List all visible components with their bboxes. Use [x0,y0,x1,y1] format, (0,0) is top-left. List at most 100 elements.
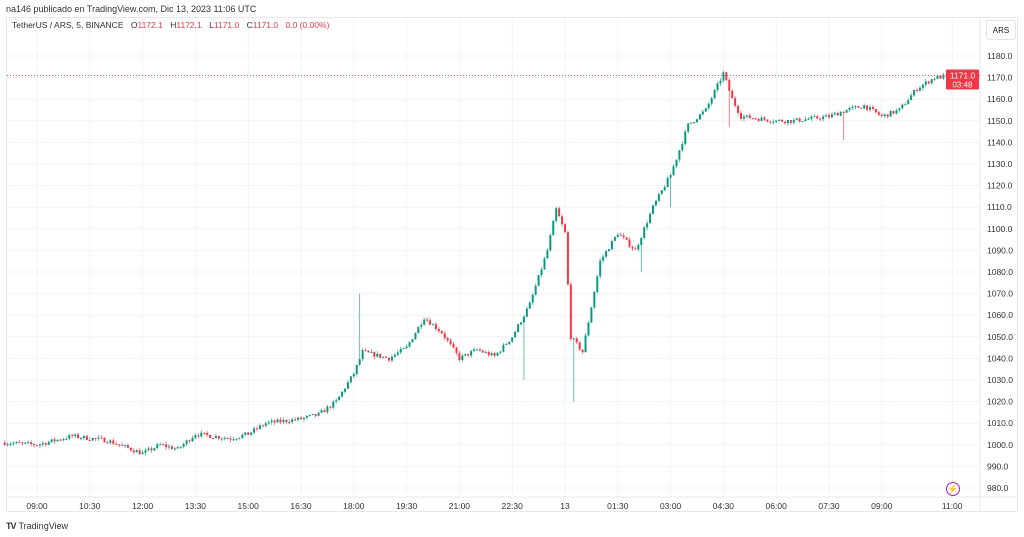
tradingview-logo: TV TradingView [6,521,68,531]
currency-button[interactable]: ARS [986,20,1016,40]
candle-up [317,412,320,416]
candle-up [505,344,508,346]
candle-down [94,438,97,440]
candle-up [555,208,558,221]
candle-up [349,376,352,383]
candle-up [176,447,179,449]
candle-up [194,435,197,438]
x-tick-label: 06:00 [766,501,788,511]
candle-up [672,166,675,175]
candle-up [291,419,294,423]
x-tick-label: 04:30 [713,501,735,511]
candle-up [895,110,898,114]
symbol-label: TetherUS / ARS, 5, BINANCE [12,20,124,30]
candle-up [704,108,707,112]
x-tick-label: 03:00 [660,501,682,511]
candle-down [300,417,302,420]
candle-up [147,448,150,451]
candle-down [294,419,297,421]
x-tick-label: 21:00 [449,501,471,511]
candle-down [634,248,637,250]
candle-down [569,284,572,340]
close-value: 1171.0 [252,20,279,30]
candle-down [769,121,772,123]
candle-up [159,444,162,446]
candle-down [927,81,930,84]
candle-down [44,443,47,445]
candle-up [153,448,156,451]
low-label: L [209,20,214,30]
candle-down [757,118,760,121]
y-tick-label: 1040.0 [987,353,1013,363]
candle-down [728,80,731,91]
candle-up [698,114,701,120]
high-value: 1172.1 [176,20,202,30]
candle-down [138,450,141,455]
candle-up [687,123,690,132]
y-tick-label: 1010.0 [987,418,1013,428]
candle-up [924,81,927,85]
change-value: 0.0 (0.00%) [285,20,330,30]
candle-up [326,406,329,413]
candle-up [810,116,813,119]
candle-up [352,373,355,377]
candle-up [464,353,467,356]
candle-up [807,118,810,120]
x-tick-label: 12:00 [132,501,154,511]
candle-up [640,237,643,246]
candle-up [602,256,605,261]
candle-down [939,75,942,79]
candle-up [499,351,502,353]
x-tick-label: 13:30 [185,501,207,511]
candle-up [517,324,520,332]
candle-up [792,119,795,123]
x-tick-label: 16:30 [290,501,312,511]
candle-up [346,382,349,389]
candle-down [53,439,56,442]
candle-up [710,98,713,104]
candle-up [411,339,414,343]
candle-down [789,120,792,123]
candle-up [654,200,657,206]
candle-up [930,79,933,84]
candle-up [543,258,546,270]
candle-up [528,302,531,309]
candle-down [874,108,877,113]
candle-up [496,352,499,356]
x-tick-label: 07:30 [818,501,840,511]
candle-up [901,104,904,109]
candle-down [132,450,135,453]
lightning-icon[interactable]: ⚡ [946,482,960,496]
candle-up [311,413,314,415]
candle-up [376,353,379,357]
candle-up [933,78,936,80]
candle-up [907,100,910,105]
candle-up [191,437,194,442]
candle-up [9,443,12,445]
candle-down [836,113,839,116]
candle-up [276,419,279,423]
candle-up [82,435,85,439]
candle-down [379,353,382,358]
candle-down [725,72,728,81]
candle-up [534,286,537,295]
candle-down [440,331,443,334]
candle-up [786,120,789,124]
candle-down [754,118,757,120]
candle-up [156,444,159,449]
candle-up [520,322,522,325]
candle-up [358,359,361,365]
candle-up [302,417,305,420]
candle-down [575,338,578,343]
y-tick-label: 1160.0 [987,94,1013,104]
candle-up [223,437,226,439]
candle-up [473,349,476,352]
candle-up [185,440,188,444]
candle-up [590,307,593,323]
candle-up [141,452,144,455]
candle-up [822,116,825,120]
candle-up [382,356,385,358]
candle-up [238,437,241,439]
candle-up [65,438,68,440]
